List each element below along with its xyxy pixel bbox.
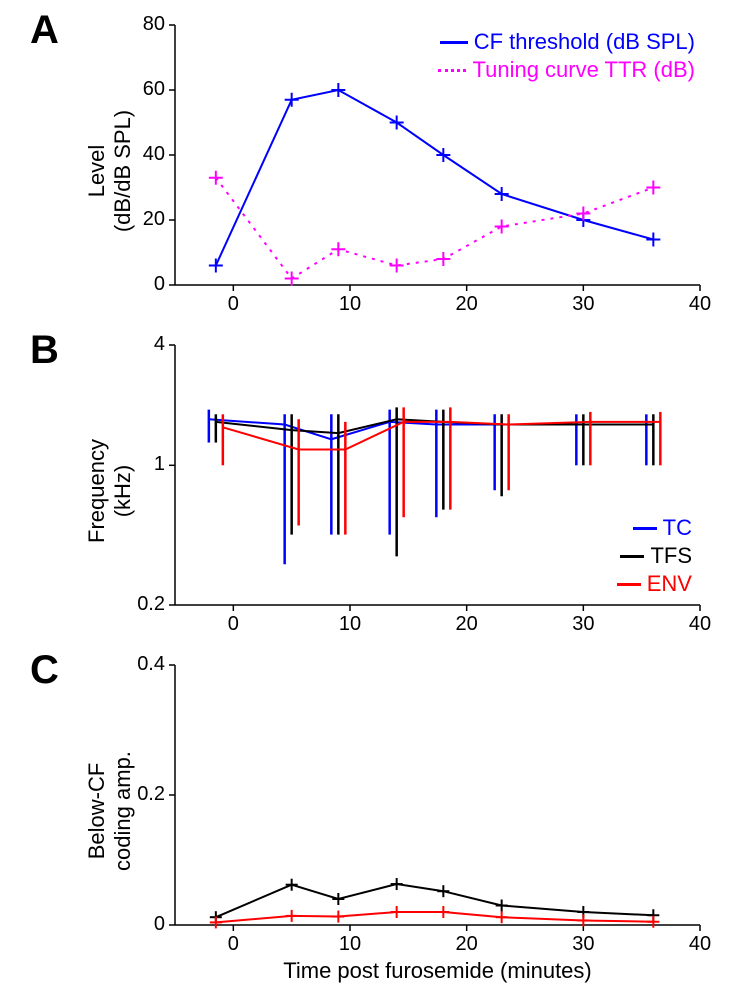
x-tick-label: 20	[452, 293, 482, 316]
x-axis-label: Time post furosemide (minutes)	[175, 958, 700, 984]
panel-c-ylabel: Below-CFcoding amp.	[84, 721, 136, 901]
y-tick-label: 60	[143, 78, 165, 101]
x-tick-label: 0	[218, 293, 248, 316]
y-tick-label: 0.4	[137, 653, 165, 676]
y-tick-label: 40	[143, 143, 165, 166]
x-tick-label: 30	[568, 613, 598, 636]
legend-item: TC	[633, 515, 692, 541]
y-tick-label: 0.2	[137, 783, 165, 806]
y-tick-label: 1	[154, 453, 165, 476]
x-tick-label: 0	[218, 933, 248, 956]
x-tick-label: 10	[335, 933, 365, 956]
legend-item: ENV	[617, 571, 692, 597]
x-tick-label: 40	[685, 613, 715, 636]
x-tick-label: 10	[335, 293, 365, 316]
y-tick-label: 0	[154, 913, 165, 936]
x-tick-label: 30	[568, 293, 598, 316]
x-tick-label: 20	[452, 933, 482, 956]
y-tick-label: 20	[143, 208, 165, 231]
figure-root: A B C Level(dB/dB SPL) Frequency(kHz) Be…	[0, 0, 750, 997]
x-tick-label: 0	[218, 613, 248, 636]
legend-item: TFS	[620, 543, 692, 569]
x-tick-label: 40	[685, 933, 715, 956]
legend-item: CF threshold (dB SPL)	[440, 29, 695, 55]
x-tick-label: 20	[452, 613, 482, 636]
y-tick-label: 0.2	[137, 593, 165, 616]
y-tick-label: 80	[143, 13, 165, 36]
y-tick-label: 0	[154, 273, 165, 296]
x-tick-label: 40	[685, 293, 715, 316]
y-tick-label: 4	[154, 333, 165, 356]
x-tick-label: 10	[335, 613, 365, 636]
x-tick-label: 30	[568, 933, 598, 956]
legend-item: Tuning curve TTR (dB)	[438, 57, 695, 83]
